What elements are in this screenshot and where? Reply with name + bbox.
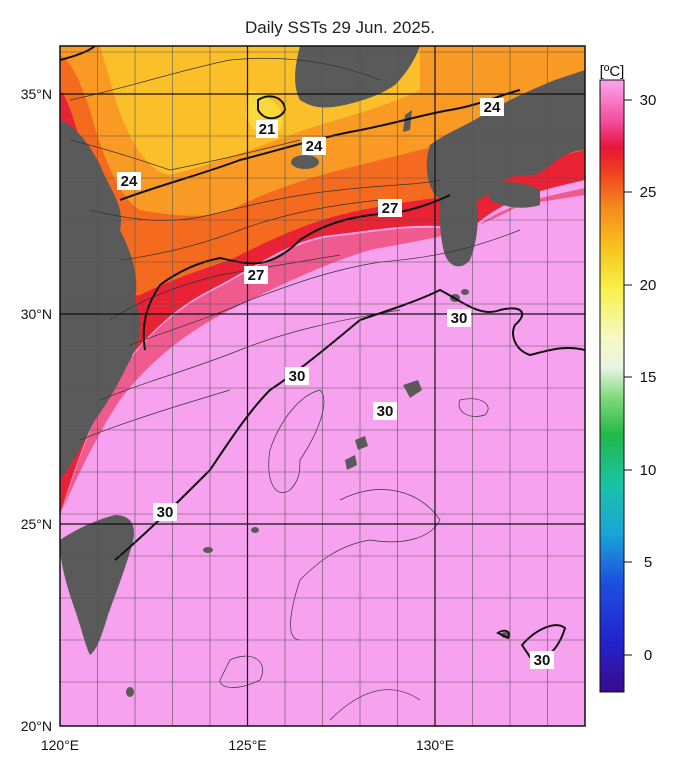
land-masses (60, 46, 585, 697)
svg-text:30: 30 (534, 652, 551, 669)
colorbar-tick-30: 30 (640, 92, 657, 109)
lat-label-25: 25°N (21, 516, 52, 532)
svg-text:21: 21 (259, 121, 276, 138)
colorbar-tick-20: 20 (640, 277, 657, 294)
svg-text:24: 24 (484, 99, 501, 116)
lon-label-120: 120°E (41, 737, 79, 753)
svg-text:30: 30 (377, 403, 394, 420)
colorbar: [ºC] 30 25 20 15 10 5 0 (599, 63, 657, 693)
contour-label-30-b: 30 (285, 367, 309, 385)
svg-text:27: 27 (248, 267, 265, 284)
longitude-labels: 120°E 125°E 130°E (41, 737, 454, 753)
map-title: Daily SSTs 29 Jun. 2025. (245, 18, 435, 37)
contour-label-21: 21 (256, 120, 278, 138)
lon-label-125: 125°E (228, 737, 266, 753)
contour-label-24-c: 24 (480, 98, 504, 116)
svg-text:27: 27 (382, 200, 399, 217)
contour-label-30-e: 30 (530, 651, 554, 669)
lat-label-35: 35°N (21, 86, 52, 102)
contour-label-30-c: 30 (373, 402, 397, 420)
contour-label-24-b: 24 (302, 137, 326, 155)
map-frame (59, 45, 586, 727)
svg-text:30: 30 (157, 504, 174, 521)
colorbar-tick-10: 10 (640, 462, 657, 479)
lon-label-130: 130°E (416, 737, 454, 753)
latitude-labels: 35°N 30°N 25°N 20°N (21, 86, 52, 734)
contour-label-27-b: 27 (244, 266, 268, 284)
colorbar-unit: [ºC] (600, 63, 625, 80)
svg-text:24: 24 (121, 173, 138, 190)
colorbar-gradient (599, 79, 625, 693)
contour-label-24-a: 24 (117, 172, 141, 190)
colorbar-tick-0: 0 (644, 647, 652, 664)
colorbar-tick-5: 5 (644, 554, 652, 571)
colorbar-tick-25: 25 (640, 184, 657, 201)
colorbar-tick-15: 15 (640, 369, 657, 386)
lat-label-30: 30°N (21, 306, 52, 322)
thin-contours (69, 57, 521, 721)
svg-text:24: 24 (306, 138, 323, 155)
contour-label-27-a: 27 (378, 199, 402, 217)
lat-label-20: 20°N (21, 718, 52, 734)
contour-label-30-a: 30 (447, 309, 471, 327)
svg-text:30: 30 (289, 368, 306, 385)
svg-text:30: 30 (451, 310, 468, 327)
major-graticule (60, 46, 585, 726)
contour-label-30-d: 30 (153, 503, 177, 521)
contour-labels: 21 24 24 24 27 27 30 30 (117, 98, 554, 669)
